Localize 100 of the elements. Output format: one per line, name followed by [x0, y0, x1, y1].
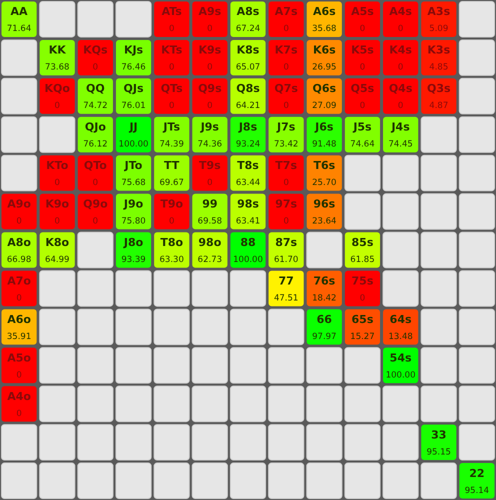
annotation: K6s	[312, 44, 336, 57]
annotation: A4o	[7, 390, 32, 403]
annotation: 75s	[352, 274, 374, 288]
data-label: 76.01	[121, 101, 146, 112]
annotation: J5s	[352, 120, 372, 134]
annotation: K4s	[389, 44, 412, 57]
data-label: 0	[168, 101, 174, 112]
annotation: 76s	[313, 274, 336, 288]
data-label: 0	[398, 101, 404, 112]
data-label: 0	[283, 216, 289, 227]
annotation: Q7s	[274, 82, 298, 96]
annotation: J4s	[390, 120, 410, 134]
data-label: 15.27	[350, 332, 375, 342]
data-label: 47.51	[274, 293, 298, 304]
data-label: 0	[283, 178, 289, 188]
annotation: J9s	[200, 120, 220, 134]
annotation: T6s	[313, 159, 336, 172]
data-label: 25.70	[312, 178, 336, 188]
annotation: ATs	[162, 5, 182, 18]
data-label: 67.24	[236, 24, 260, 34]
data-label: 0	[16, 370, 22, 380]
annotation: J9o	[122, 198, 144, 211]
data-label: 0	[54, 178, 60, 188]
data-label: 35.68	[312, 24, 336, 34]
annotation: JTo	[124, 159, 143, 172]
annotation: KQo	[44, 82, 70, 96]
annotation: A3s	[427, 5, 451, 18]
data-label: 74.36	[198, 140, 222, 150]
annotation: K7s	[274, 44, 298, 57]
annotation: A7s	[274, 5, 298, 18]
data-label: 13.48	[388, 332, 413, 342]
annotation: K9s	[198, 44, 222, 57]
data-label: 95.14	[464, 486, 490, 496]
data-label: 63.41	[236, 216, 260, 227]
data-label: 0	[92, 216, 98, 227]
data-label: 0	[207, 24, 213, 34]
annotation: 33	[431, 428, 446, 442]
annotation: QJo	[84, 120, 106, 134]
annotation: T7s	[275, 159, 298, 172]
annotation: 88	[240, 236, 256, 249]
data-label: 97.97	[312, 332, 336, 342]
data-label: 95.15	[426, 447, 451, 458]
annotation: 66	[316, 312, 332, 326]
annotation: KTs	[161, 44, 183, 57]
annotation: A8s	[236, 5, 260, 18]
data-label: 0	[168, 216, 174, 227]
data-label: 0	[16, 408, 22, 419]
data-label: 69.58	[198, 216, 222, 227]
data-label: 91.48	[312, 140, 336, 150]
data-label: 63.30	[160, 255, 184, 265]
annotation: Q6s	[312, 82, 337, 96]
data-label: 73.42	[274, 140, 298, 150]
data-label: 0	[360, 62, 366, 73]
annotation: Q9s	[198, 82, 222, 96]
data-label: 0	[92, 178, 98, 188]
data-label: 35.91	[6, 332, 32, 342]
data-label: 0	[207, 101, 213, 112]
annotation: K5s	[351, 44, 374, 57]
annotation: A7o	[7, 274, 32, 288]
annotation: 87s	[275, 236, 298, 249]
annotation: JJ	[128, 120, 138, 134]
data-label: 27.09	[312, 101, 336, 112]
annotation: AA	[10, 5, 28, 18]
data-label: 0	[54, 101, 60, 112]
annotation: J8o	[122, 236, 144, 249]
data-label: 26.95	[312, 62, 336, 73]
annotation: 98s	[237, 198, 260, 211]
annotation: A6o	[7, 312, 32, 326]
data-label: 0	[360, 293, 366, 304]
annotation: Q3s	[426, 82, 451, 96]
annotation: 54s	[390, 351, 412, 364]
annotation: KTo	[46, 159, 69, 172]
data-label: 61.70	[274, 255, 298, 265]
data-label: 0	[360, 24, 366, 34]
data-label: 18.42	[312, 293, 336, 304]
annotation: A6s	[312, 5, 336, 18]
annotation: 98o	[198, 236, 222, 249]
annotation: 85s	[352, 236, 374, 249]
annotation: 97s	[275, 198, 298, 211]
annotation: JTs	[162, 120, 180, 134]
annotation: K8s	[236, 44, 260, 57]
annotation: QQ	[86, 82, 105, 96]
annotation: KJs	[124, 44, 144, 57]
data-label: 0	[168, 62, 174, 73]
data-label: 74.64	[350, 140, 375, 150]
annotation: 77	[278, 274, 294, 288]
data-label: 100.00	[118, 140, 148, 150]
annotation: J6s	[314, 120, 334, 134]
annotation: A9s	[198, 5, 222, 18]
data-label: 74.72	[83, 101, 108, 112]
data-label: 0	[283, 24, 289, 34]
data-label: 0	[283, 101, 289, 112]
data-label: 66.98	[6, 255, 32, 265]
data-label: 62.73	[198, 255, 222, 265]
annotation: QTo	[84, 159, 108, 172]
data-label: 4.85	[429, 62, 448, 73]
data-label: 64.21	[236, 101, 260, 112]
data-label: 23.64	[312, 216, 336, 227]
data-label: 0	[398, 24, 404, 34]
data-label: 100.00	[386, 370, 416, 380]
